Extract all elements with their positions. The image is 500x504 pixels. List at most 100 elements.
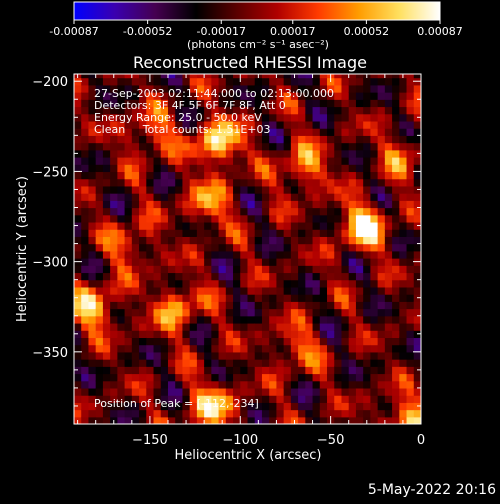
heatmap-cell xyxy=(218,84,227,93)
heatmap-cell xyxy=(74,178,82,187)
heatmap-cell xyxy=(305,149,314,158)
heatmap-cell xyxy=(348,322,357,331)
heatmap-cell xyxy=(254,207,263,216)
heatmap-cell xyxy=(167,200,176,209)
heatmap-cell xyxy=(334,366,343,375)
heatmap-cell xyxy=(139,344,147,353)
heatmap-cell xyxy=(182,185,191,194)
heatmap-cell xyxy=(218,308,227,317)
heatmap-cell xyxy=(392,214,400,223)
heatmap-cell xyxy=(298,330,306,339)
heatmap-cell xyxy=(146,294,155,302)
heatmap-cell xyxy=(211,171,220,180)
heatmap-cell xyxy=(377,322,386,331)
heatmap-cell xyxy=(283,92,292,100)
heatmap-cell xyxy=(269,74,278,79)
heatmap-cell xyxy=(413,395,421,403)
heatmap-cell xyxy=(406,409,415,418)
heatmap-cell xyxy=(384,330,393,339)
heatmap-cell xyxy=(211,286,220,295)
heatmap-cell xyxy=(254,286,263,295)
heatmap-cell xyxy=(305,279,314,288)
heatmap-cell xyxy=(139,409,147,418)
heatmap-cell xyxy=(341,265,350,274)
heatmap-cell xyxy=(189,229,198,237)
heatmap-cell xyxy=(261,272,270,281)
heatmap-cell xyxy=(413,229,421,237)
heatmap-cell xyxy=(225,214,234,223)
heatmap-cell xyxy=(102,229,111,237)
heatmap-cell xyxy=(399,373,408,382)
heatmap-cell xyxy=(131,77,140,86)
heatmap-cell xyxy=(377,366,386,375)
heatmap-cell xyxy=(204,120,212,129)
heatmap-cell xyxy=(124,128,133,136)
heatmap-cell xyxy=(110,373,118,382)
heatmap-cell xyxy=(370,99,379,108)
heatmap-cell xyxy=(269,193,278,201)
heatmap-cell xyxy=(341,214,350,223)
heatmap-cell xyxy=(204,286,212,295)
heatmap-cell xyxy=(196,149,205,158)
heatmap-cell xyxy=(131,120,140,129)
heatmap-cell xyxy=(384,156,393,165)
heatmap-cell xyxy=(269,221,278,230)
heatmap-cell xyxy=(211,402,220,411)
heatmap-cell xyxy=(218,171,227,180)
heatmap-cell xyxy=(182,395,191,403)
heatmap-cell xyxy=(74,279,82,288)
heatmap-cell xyxy=(110,344,118,353)
heatmap-cell xyxy=(319,142,328,151)
heatmap-cell xyxy=(355,84,364,93)
heatmap-cell xyxy=(312,344,321,353)
heatmap-cell xyxy=(110,120,118,129)
heatmap-cell xyxy=(204,200,212,209)
heatmap-cell xyxy=(370,185,379,194)
heatmap-cell xyxy=(399,164,408,173)
heatmap-cell xyxy=(276,84,285,93)
heatmap-cell xyxy=(261,142,270,151)
heatmap-cell xyxy=(370,214,379,223)
heatmap-cell xyxy=(95,171,104,180)
heatmap-cell xyxy=(341,156,350,165)
heatmap-cell xyxy=(276,99,285,108)
heatmap-cell xyxy=(276,322,285,331)
heatmap-cell xyxy=(261,99,270,108)
heatmap-cell xyxy=(95,120,104,129)
heatmap-cell xyxy=(81,315,90,324)
heatmap-cell xyxy=(240,207,249,216)
heatmap-cell xyxy=(88,164,97,173)
heatmap-cell xyxy=(370,366,379,375)
heatmap-cell xyxy=(167,402,176,411)
heatmap-cell xyxy=(261,265,270,274)
heatmap-cell xyxy=(124,200,133,209)
heatmap-cell xyxy=(204,171,212,180)
heatmap-cell xyxy=(269,106,278,115)
heatmap-cell xyxy=(413,359,421,367)
heatmap-cell xyxy=(319,92,328,100)
heatmap-cell xyxy=(225,337,234,346)
heatmap-cell xyxy=(406,128,415,136)
colorbar-tick-label: -0.00087 xyxy=(49,25,98,38)
heatmap-cell xyxy=(283,207,292,216)
heatmap-cell xyxy=(225,294,234,302)
heatmap-cell xyxy=(247,84,256,93)
heatmap-cell xyxy=(211,243,220,252)
heatmap-cell xyxy=(247,178,256,187)
heatmap-cell xyxy=(261,120,270,129)
heatmap-cell xyxy=(319,229,328,237)
heatmap-cell xyxy=(153,142,162,151)
heatmap-cell xyxy=(247,402,256,411)
heatmap-cell xyxy=(384,272,393,281)
heatmap-cell xyxy=(384,380,393,389)
heatmap-cell xyxy=(327,272,335,281)
heatmap-cell xyxy=(355,373,364,382)
heatmap-cell xyxy=(269,395,278,403)
heatmap-cell xyxy=(233,243,241,252)
heatmap-cell xyxy=(95,387,104,396)
heatmap-cell xyxy=(218,351,227,360)
heatmap-cell xyxy=(233,315,241,324)
heatmap-cell xyxy=(153,315,162,324)
heatmap-cell xyxy=(81,164,90,173)
heatmap-cell xyxy=(211,99,220,108)
